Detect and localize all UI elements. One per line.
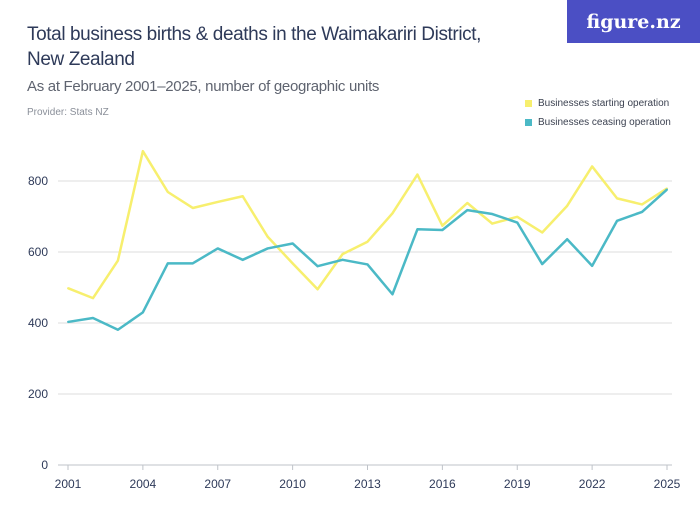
- legend-item-births: Businesses starting operation: [525, 94, 671, 113]
- x-tick-label: 2010: [279, 477, 306, 491]
- data-point: [441, 224, 444, 227]
- x-tick-label: 2001: [55, 477, 82, 491]
- data-point: [91, 297, 94, 300]
- x-tick-label: 2019: [504, 477, 531, 491]
- legend-label-births: Businesses starting operation: [538, 98, 670, 109]
- y-tick-label: 800: [28, 174, 48, 188]
- data-point: [216, 247, 219, 250]
- data-point: [116, 328, 119, 331]
- data-point: [616, 219, 619, 222]
- x-tick-label: 2007: [204, 477, 231, 491]
- data-point: [591, 165, 594, 168]
- legend-swatch-deaths: [525, 119, 532, 126]
- data-point: [491, 222, 494, 225]
- data-point: [166, 191, 169, 194]
- data-point: [541, 263, 544, 266]
- data-point: [516, 215, 519, 218]
- data-point: [366, 240, 369, 243]
- data-point: [341, 253, 344, 256]
- y-tick-label: 600: [28, 245, 48, 259]
- data-point: [191, 206, 194, 209]
- data-point: [641, 210, 644, 213]
- x-tick-label: 2022: [579, 477, 606, 491]
- data-point: [566, 204, 569, 207]
- data-point: [316, 265, 319, 268]
- data-point: [491, 213, 494, 216]
- data-point: [366, 263, 369, 266]
- data-point: [216, 200, 219, 203]
- data-point: [441, 228, 444, 231]
- data-point: [391, 293, 394, 296]
- data-point: [141, 150, 144, 153]
- series-line-deaths: [67, 188, 668, 331]
- data-point: [416, 173, 419, 176]
- data-point: [466, 209, 469, 212]
- data-point: [241, 258, 244, 261]
- data-point: [291, 242, 294, 245]
- data-point: [291, 262, 294, 265]
- x-tick-label: 2004: [130, 477, 157, 491]
- figure-nz-logo[interactable]: figure.nz: [567, 0, 700, 43]
- data-point: [341, 258, 344, 261]
- chart-subtitle: As at February 2001–2025, number of geog…: [27, 78, 380, 95]
- data-point: [591, 264, 594, 267]
- y-tick-label: 200: [28, 387, 48, 401]
- y-tick-label: 0: [41, 458, 48, 472]
- legend-swatch-births: [525, 100, 532, 107]
- provider-label: Provider: Stats NZ: [27, 107, 109, 118]
- y-tick-label: 400: [28, 316, 48, 330]
- data-point: [191, 262, 194, 265]
- data-point: [141, 311, 144, 314]
- data-point: [466, 202, 469, 205]
- x-tick-label: 2025: [654, 477, 681, 491]
- x-tick-label: 2016: [429, 477, 456, 491]
- data-point: [616, 197, 619, 200]
- legend-item-deaths: Businesses ceasing operation: [525, 113, 671, 132]
- data-point: [116, 259, 119, 262]
- legend: Businesses starting operation Businesses…: [525, 94, 671, 132]
- data-point: [666, 188, 668, 191]
- data-point: [566, 238, 569, 241]
- data-point: [641, 203, 644, 206]
- x-tick-label: 2013: [354, 477, 381, 491]
- data-point: [241, 195, 244, 198]
- data-point: [416, 228, 419, 231]
- series-line-births: [67, 149, 668, 300]
- data-point: [541, 231, 544, 234]
- data-point: [67, 320, 69, 323]
- data-point: [391, 212, 394, 215]
- data-point: [67, 287, 69, 290]
- data-point: [516, 221, 519, 224]
- chart-title: Total business births & deaths in the Wa…: [27, 24, 482, 70]
- logo-text: figure.nz: [586, 10, 681, 33]
- data-point: [166, 262, 169, 265]
- data-point: [91, 317, 94, 320]
- data-point: [316, 288, 319, 291]
- data-point: [266, 247, 269, 250]
- data-point: [266, 235, 269, 238]
- legend-label-deaths: Businesses ceasing operation: [538, 117, 671, 128]
